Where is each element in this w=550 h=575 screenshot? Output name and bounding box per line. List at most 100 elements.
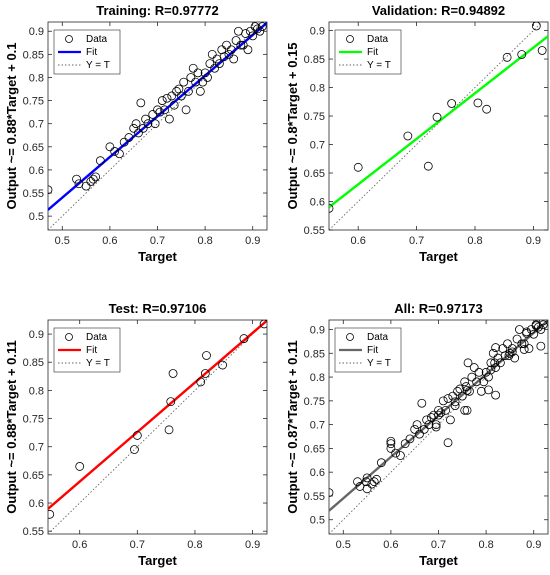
data-point [512, 334, 522, 344]
y-axis-label: Output ~= 0.8*Target + 0.15 [285, 42, 300, 209]
data-point [443, 394, 453, 403]
plot-title: Validation: R=0.94892 [372, 3, 505, 18]
y-tick-label: 0.8 [29, 385, 44, 397]
data-point [472, 377, 481, 387]
y-tick-label: 0.65 [304, 443, 325, 455]
data-point [167, 91, 177, 101]
data-point [524, 344, 534, 353]
data-point [443, 438, 453, 448]
y-axis-label: Output ~= 0.88*Target + 0.11 [4, 340, 19, 514]
x-tick-label: 0.8 [478, 539, 493, 551]
x-tick-label: 0.6 [102, 235, 117, 247]
y-tick-label: 0.75 [304, 396, 325, 408]
legend-data-marker [65, 35, 73, 43]
data-point [172, 86, 181, 96]
y-tick-label: 0.6 [29, 165, 44, 177]
data-point [531, 22, 541, 31]
data-point [386, 439, 396, 449]
data-point [238, 40, 248, 50]
data-point [423, 161, 433, 171]
y-tick-label: 0.55 [304, 491, 325, 503]
data-point [434, 410, 443, 420]
legend-entry: Fit [86, 345, 97, 356]
data-point [486, 358, 496, 368]
data-point [467, 372, 477, 382]
x-tick-label: 0.8 [197, 235, 212, 247]
data-point [198, 77, 208, 87]
x-tick-label: 0.7 [150, 235, 165, 247]
data-point [138, 123, 148, 133]
data-point [448, 391, 458, 401]
y-tick-label: 0.85 [304, 54, 325, 66]
data-point [353, 477, 362, 487]
y-tick-label: 0.9 [29, 26, 44, 38]
y-tick-label: 0.55 [23, 526, 44, 538]
data-point [519, 339, 529, 349]
plot-title: All: R=0.97173 [394, 301, 483, 316]
data-point [490, 358, 500, 368]
y-tick-label: 0.7 [29, 442, 44, 454]
data-point [160, 105, 170, 115]
data-point [129, 123, 139, 133]
data-point [250, 22, 260, 32]
legend-entry: Y = T [367, 60, 391, 71]
data-point [438, 396, 448, 406]
y-tick-label: 0.65 [304, 168, 325, 180]
data-point [386, 443, 396, 453]
y-tick-label: 0.6 [29, 498, 44, 510]
data-point [482, 104, 492, 114]
data-point [517, 339, 527, 349]
fit-line [48, 320, 267, 510]
legend-entry: Data [367, 34, 389, 45]
data-point [165, 114, 174, 124]
all-plot: 0.5 0.6 0.7 0.8 0.9 0.5 0.55 0.6 0.65 0.7 0.75 0.8 0… [285, 301, 549, 568]
data-point [396, 451, 405, 460]
data-point [367, 479, 377, 489]
y-tick-label: 0.55 [304, 225, 325, 237]
y-tick-label: 0.9 [310, 325, 325, 337]
data-point [531, 320, 541, 330]
y-tick-label: 0.85 [23, 49, 44, 61]
data-point [473, 98, 483, 108]
data-point [507, 347, 517, 357]
data-point [450, 397, 460, 407]
plot-title: Training: R=0.97772 [96, 3, 218, 18]
data-point [186, 73, 196, 82]
data-point [502, 52, 512, 62]
y-tick-label: 0.75 [23, 96, 44, 108]
data-point [130, 445, 139, 454]
data-point [131, 119, 141, 129]
data-point [218, 360, 228, 370]
data-point [410, 424, 420, 434]
data-point [164, 425, 174, 435]
legend-entry: Y = T [86, 60, 110, 71]
y-tick-label: 0.5 [310, 515, 325, 527]
y-tick-label: 0.65 [23, 470, 44, 482]
data-point [124, 133, 134, 142]
y-tick-label: 0.7 [310, 420, 325, 432]
data-point [141, 114, 150, 124]
x-tick-label: 0.7 [409, 235, 424, 247]
data-point [460, 405, 470, 415]
data-point [191, 77, 200, 87]
y-tick-label: 0.6 [310, 197, 325, 209]
legend-data-marker [346, 35, 354, 43]
data-point [538, 320, 548, 330]
y-axis-label: Output ~= 0.88*Target + 0.1 [4, 42, 19, 209]
legend-data-marker [65, 333, 73, 341]
legend-entry: Data [367, 332, 389, 343]
data-point [222, 40, 231, 50]
y-tick-label: 0.75 [304, 111, 325, 123]
data-point [447, 99, 457, 108]
data-point [412, 420, 422, 430]
data-point [150, 119, 160, 129]
legend-entry: Fit [86, 47, 97, 58]
data-point [432, 112, 442, 122]
legend-entry: Data [86, 34, 108, 45]
data-point [229, 54, 239, 64]
legend-entry: Fit [367, 47, 378, 58]
data-point [488, 348, 498, 358]
data-point [257, 22, 267, 32]
data-point [88, 174, 98, 184]
data-point [168, 369, 178, 378]
